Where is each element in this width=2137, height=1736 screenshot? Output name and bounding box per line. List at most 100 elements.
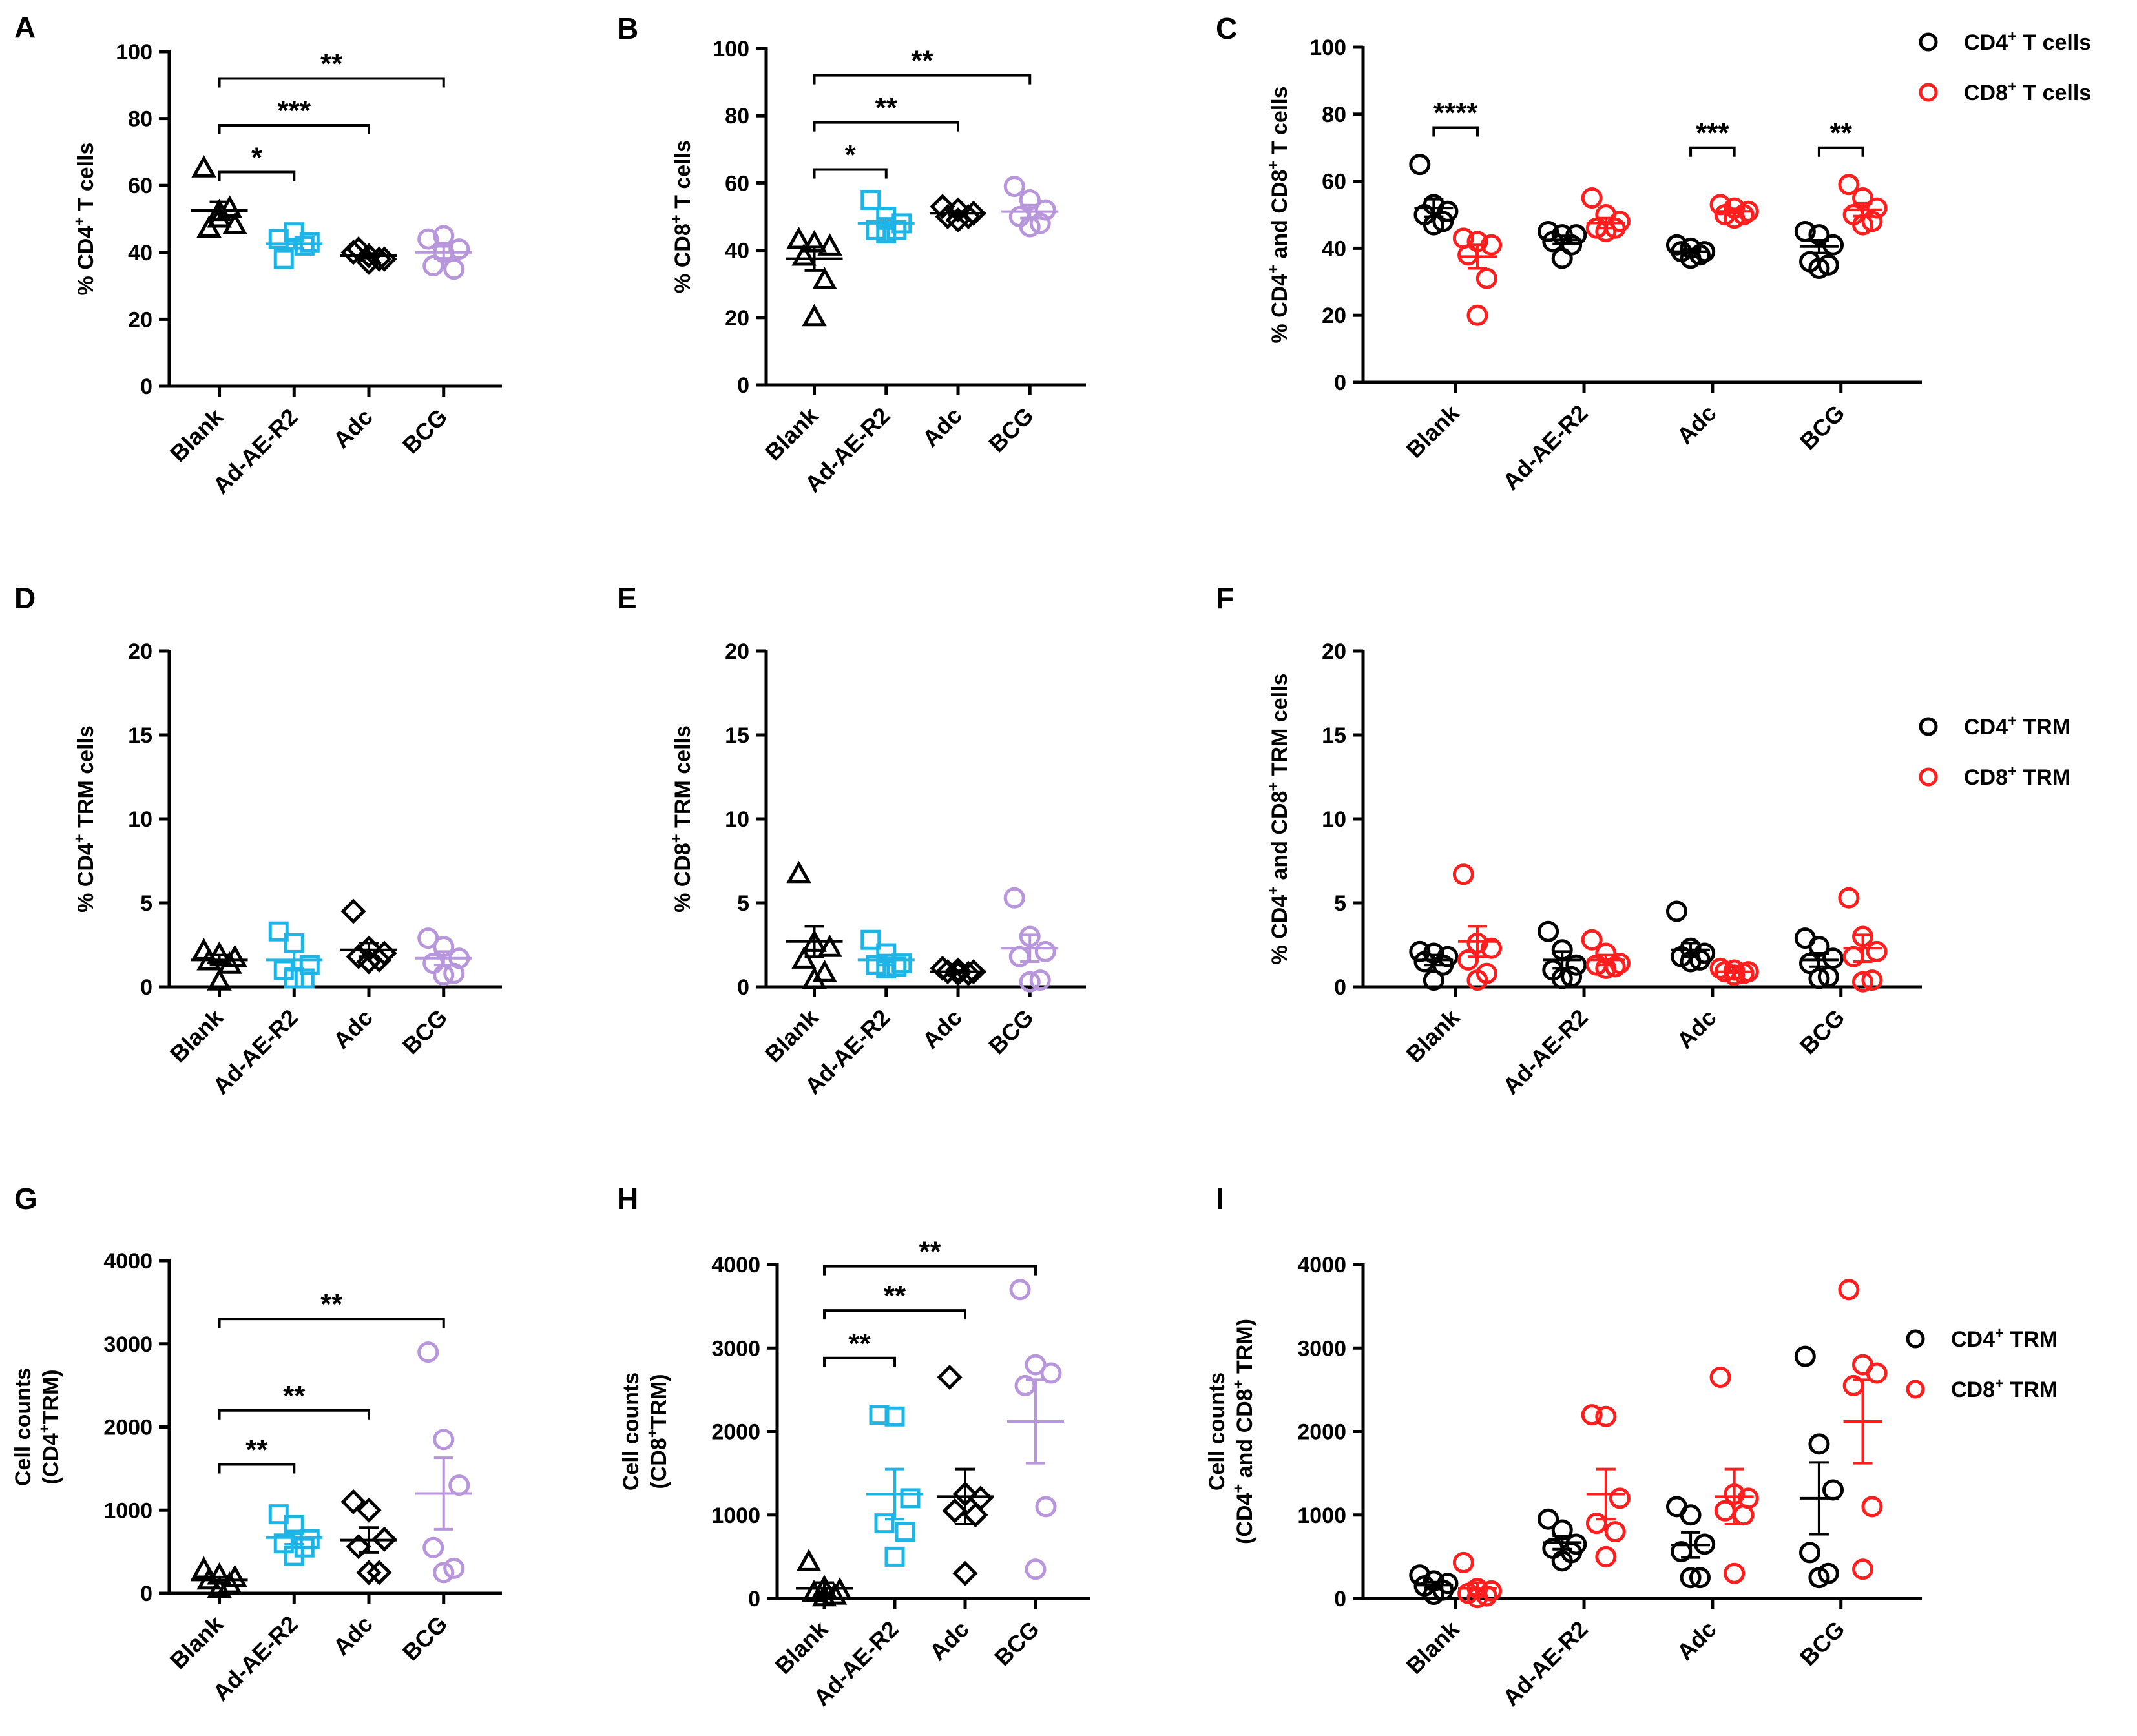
- x-tick-label: BCG: [1795, 1004, 1850, 1060]
- significance-bracket: **: [813, 45, 1032, 85]
- y-axis-title-part-1: +: [71, 834, 89, 843]
- data-point: [1475, 1585, 1497, 1607]
- data-point: [786, 226, 811, 249]
- y-tick-label: 20: [1322, 639, 1346, 664]
- y-tick-label: 1000: [1297, 1504, 1346, 1528]
- y-tick-label: 2000: [711, 1420, 760, 1445]
- significance-bracket: **: [823, 1328, 897, 1367]
- y-axis-subtitle-part-0: (CD4: [1233, 1493, 1257, 1544]
- significance-stars: **: [919, 1236, 941, 1268]
- data-point: [817, 233, 842, 256]
- y-axis-title-part-0: % CD4: [1267, 274, 1292, 344]
- data-point: [443, 962, 465, 984]
- y-axis-subtitle-part-0: (CD8: [647, 1438, 671, 1489]
- series-group: [1581, 187, 1631, 242]
- data-point: [346, 1534, 371, 1560]
- data-point: [1437, 200, 1459, 222]
- series-group: [796, 1549, 853, 1607]
- y-axis-title-part-2: T cells: [671, 140, 695, 214]
- x-tick-label: Blank: [165, 403, 229, 467]
- series-group: [340, 1489, 397, 1586]
- y-axis-subtitle-part-2: TRM): [39, 1369, 63, 1424]
- data-point: [1808, 967, 1830, 989]
- legend-entry: CD8+ T cells: [1919, 78, 2091, 105]
- data-point: [884, 1546, 905, 1567]
- data-point: [1808, 258, 1830, 280]
- y-tick-label: 15: [128, 723, 152, 748]
- data-point: [217, 195, 242, 218]
- x-tick-label: BCG: [397, 1611, 453, 1666]
- series-group: [857, 189, 915, 244]
- data-point: [1794, 1345, 1816, 1367]
- y-axis-title-part-4: TRM cells: [1267, 673, 1292, 781]
- data-point: [802, 966, 827, 989]
- bracket-line: [823, 1309, 966, 1320]
- data-point: [1452, 1551, 1474, 1573]
- y-tick-label: 20: [725, 306, 749, 331]
- y-tick-label: 0: [140, 375, 152, 399]
- data-point: [1475, 267, 1497, 289]
- series-group: [786, 226, 843, 327]
- data-point: [1838, 174, 1860, 196]
- x-tick-label: Adc: [328, 1004, 378, 1054]
- data-point: [1409, 154, 1431, 176]
- data-point: [284, 1545, 304, 1566]
- series-group: [1794, 1345, 1844, 1589]
- y-axis-title-part-1: +: [668, 834, 685, 843]
- y-tick-label: 0: [748, 1587, 760, 1611]
- y-tick-label: 1000: [103, 1498, 152, 1523]
- data-point: [448, 238, 470, 260]
- legend-label-part-0: CD8: [1951, 1378, 1995, 1402]
- y-tick-label: 80: [128, 107, 152, 132]
- y-tick-label: 10: [128, 807, 152, 832]
- legend-entry: CD8+ TRM: [1919, 763, 2070, 790]
- y-tick-label: 0: [737, 373, 749, 398]
- series-group: [1409, 1564, 1459, 1606]
- data-point: [1861, 1496, 1883, 1518]
- panel-label: D: [14, 581, 36, 615]
- x-tick-label: BCG: [989, 1616, 1045, 1671]
- legend-label-part-0: CD8: [1964, 81, 2008, 105]
- data-point: [786, 860, 811, 884]
- y-axis-title-part-3: +: [1265, 782, 1282, 791]
- series-group: [1709, 1366, 1759, 1584]
- significance-bracket: **: [218, 1380, 370, 1420]
- y-axis-title-part-0: % CD4: [1267, 895, 1292, 965]
- x-tick-label: Adc: [1671, 1004, 1721, 1054]
- data-point: [874, 1513, 895, 1534]
- significance-stars: ***: [278, 95, 311, 127]
- series-group: [191, 155, 248, 238]
- data-point: [340, 898, 366, 924]
- data-point: [1585, 1513, 1607, 1534]
- significance-bracket: **: [823, 1236, 1037, 1276]
- bracket-line: [813, 74, 1032, 85]
- significance-stars: **: [1830, 118, 1853, 149]
- bracket-line: [1817, 146, 1864, 157]
- bracket-line: [823, 1356, 897, 1367]
- y-tick-label: 0: [140, 975, 152, 1000]
- series-group: [266, 222, 323, 269]
- data-point: [294, 968, 315, 989]
- series-group: [1538, 220, 1587, 269]
- y-tick-label: 40: [1322, 236, 1346, 261]
- y-tick-label: 0: [1334, 975, 1346, 1000]
- x-tick-label: Blank: [760, 402, 824, 466]
- y-tick-label: 60: [128, 174, 152, 198]
- data-point: [422, 953, 444, 975]
- y-axis-title-part-2: TRM cells: [74, 725, 98, 834]
- y-axis-title-part-0: % CD8: [671, 843, 695, 913]
- data-point: [1452, 863, 1474, 885]
- bracket-line: [813, 121, 959, 132]
- significance-stars: ***: [1696, 118, 1729, 149]
- legend-entry: CD4+ T cells: [1919, 28, 2091, 55]
- significance-stars: **: [245, 1434, 268, 1465]
- y-tick-label: 60: [725, 171, 749, 196]
- legend-label-part-0: CD4: [1964, 715, 2008, 739]
- data-point: [1595, 1545, 1617, 1567]
- y-axis-title-part-0: % CD8: [671, 223, 695, 293]
- significance-bracket: **: [813, 92, 959, 132]
- data-point: [1609, 1487, 1631, 1509]
- data-point: [356, 1497, 382, 1523]
- legend-label: CD8+ TRM: [1964, 763, 2070, 790]
- series-group: [1794, 220, 1844, 280]
